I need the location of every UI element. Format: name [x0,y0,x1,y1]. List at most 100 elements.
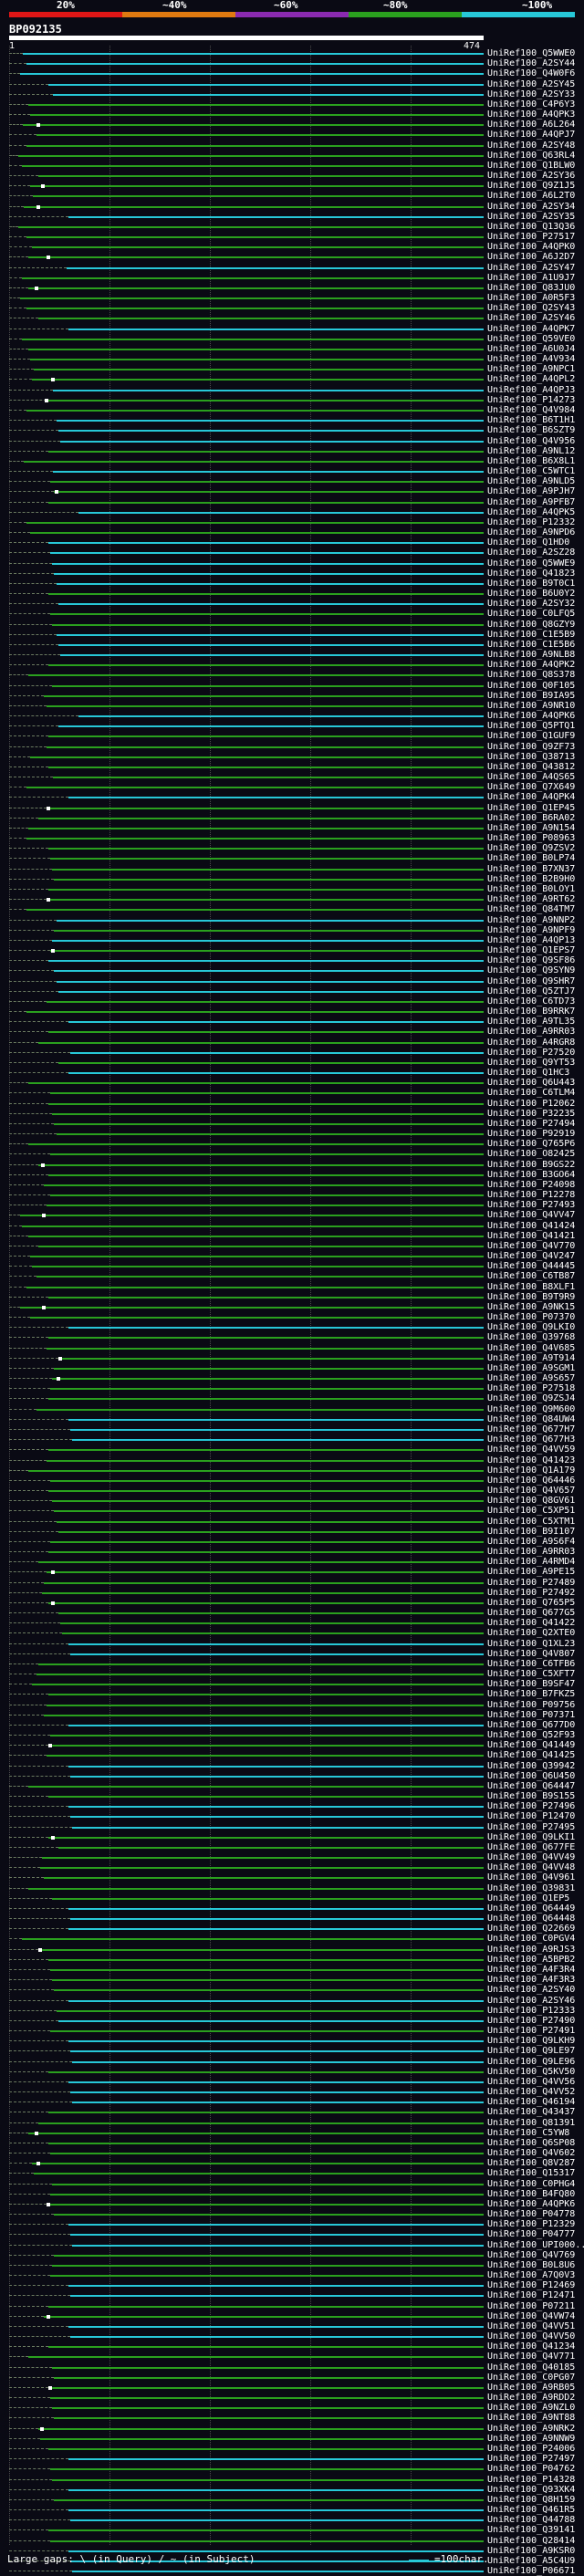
hit-label[interactable]: UniRef100_B0LOY1 [487,883,576,894]
hit-label[interactable]: UniRef100_A2SY32 [487,599,576,610]
hit-label[interactable]: UniRef100_Q9SYN9 [487,965,576,976]
hit-row[interactable]: UniRef100_P12471 [0,2291,584,2300]
hit-label[interactable]: UniRef100_Q40185 [487,2362,576,2373]
hit-label[interactable]: UniRef100_Q1GUF9 [487,731,576,742]
hit-label[interactable]: UniRef100_Q8H159 [487,2494,576,2505]
hit-row[interactable]: UniRef100_Q4VV49 [0,1853,584,1862]
hit-row[interactable]: UniRef100_A5BPB2 [0,1955,584,1965]
hit-label[interactable]: UniRef100_Q64446 [487,1475,576,1486]
hit-row[interactable]: UniRef100_Q39942 [0,1761,584,1771]
hit-row[interactable]: UniRef100_Q41234 [0,2342,584,2352]
hit-label[interactable]: UniRef100_Q4V770 [487,1240,576,1251]
hit-label[interactable]: UniRef100_B9SF47 [487,1679,576,1690]
hit-label[interactable]: UniRef100_A4RGR8 [487,1037,576,1048]
hit-row[interactable]: UniRef100_UPI000... [0,2240,584,2250]
hit-label[interactable]: UniRef100_Q15317 [487,2168,576,2179]
hit-label[interactable]: UniRef100_Q64447 [487,1780,576,1791]
hit-row[interactable]: UniRef100_A2SY36 [0,172,584,181]
hit-row[interactable]: UniRef100_P27493 [0,1201,584,1210]
hit-label[interactable]: UniRef100_A9TL35 [487,1017,576,1027]
hit-label[interactable]: UniRef100_Q41425 [487,1750,576,1761]
hit-label[interactable]: UniRef100_P12333 [487,2005,576,2016]
hit-row[interactable]: UniRef100_P92919 [0,1130,584,1139]
hit-row[interactable]: UniRef100_Q8H159 [0,2494,584,2505]
hit-label[interactable]: UniRef100_P12278 [487,1190,576,1200]
hit-label[interactable]: UniRef100_Q46194 [487,2097,576,2108]
hit-label[interactable]: UniRef100_Q677H3 [487,1434,576,1445]
hit-label[interactable]: UniRef100_Q1HC3 [487,1068,570,1078]
hit-label[interactable]: UniRef100_B6U0Y2 [487,589,576,599]
hit-label[interactable]: UniRef100_Q4V771 [487,2352,576,2362]
hit-row[interactable]: UniRef100_A4QPK6 [0,712,584,721]
hit-label[interactable]: UniRef100_C5XP51 [487,1506,576,1517]
hit-label[interactable]: UniRef100_A9PJH7 [487,486,576,497]
hit-row[interactable]: UniRef100_A1U9J7 [0,273,584,283]
hit-row[interactable]: UniRef100_A9NPF9 [0,925,584,935]
hit-label[interactable]: UniRef100_O82425 [487,1149,576,1160]
hit-row[interactable]: UniRef100_Q64446 [0,1476,584,1486]
hit-row[interactable]: UniRef100_A4QPK7 [0,323,584,334]
hit-row[interactable]: UniRef100_A4QPL2 [0,375,584,384]
hit-label[interactable]: UniRef100_P08963 [487,833,576,844]
hit-row[interactable]: UniRef100_A9RJS3 [0,1945,584,1955]
hit-row[interactable]: UniRef100_B7FKZ5 [0,1690,584,1699]
hit-label[interactable]: UniRef100_Q93XK4 [487,2484,576,2495]
hit-row[interactable]: UniRef100_A9NRK2 [0,2424,584,2434]
hit-label[interactable]: UniRef100_B6X8L1 [487,455,576,466]
hit-row[interactable]: UniRef100_A9NPD6 [0,528,584,537]
hit-row[interactable]: UniRef100_Q677H3 [0,1435,584,1444]
hit-label[interactable]: UniRef100_Q4V984 [487,404,576,415]
hit-row[interactable]: UniRef100_A9RR03 [0,1027,584,1037]
hit-row[interactable]: UniRef100_Q1EPS7 [0,946,584,955]
hit-row[interactable]: UniRef100_A4QPK3 [0,110,584,120]
hit-row[interactable]: UniRef100_P14273 [0,395,584,405]
hit-label[interactable]: UniRef100_Q1HD0 [487,537,570,548]
hit-row[interactable]: UniRef100_Q9LKI0 [0,1323,584,1332]
hit-label[interactable]: UniRef100_Q1BLW0 [487,160,576,171]
hit-row[interactable]: UniRef100_Q4V769 [0,2249,584,2260]
hit-row[interactable]: UniRef100_A9NNW9 [0,2434,584,2444]
hit-row[interactable]: UniRef100_A2SY44 [0,59,584,68]
hit-label[interactable]: UniRef100_Q1XL23 [487,1638,576,1649]
hit-label[interactable]: UniRef100_Q8GZY9 [487,619,576,630]
hit-label[interactable]: UniRef100_A4QPK6 [487,711,576,721]
hit-row[interactable]: UniRef100_Q22669 [0,1924,584,1934]
hit-row[interactable]: UniRef100_Q1A179 [0,1465,584,1476]
hit-row[interactable]: UniRef100_C0PG07 [0,2373,584,2383]
hit-label[interactable]: UniRef100_A4QPK7 [487,323,576,334]
hit-label[interactable]: UniRef100_Q9ZF73 [487,741,576,752]
hit-row[interactable]: UniRef100_A7Q0V3 [0,2271,584,2280]
hit-row[interactable]: UniRef100_A9SGM1 [0,1362,584,1373]
hit-row[interactable]: UniRef100_A2SY45 [0,79,584,89]
hit-row[interactable]: UniRef100_A2SZ28 [0,548,584,558]
hit-label[interactable]: UniRef100_Q84TM7 [487,904,576,915]
hit-label[interactable]: UniRef100_Q4V769 [487,2249,576,2260]
hit-row[interactable]: UniRef100_Q0F105 [0,681,584,691]
hit-label[interactable]: UniRef100_Q765P5 [487,1597,576,1608]
hit-label[interactable]: UniRef100_P27517 [487,232,576,243]
hit-row[interactable]: UniRef100_Q59VE0 [0,334,584,344]
hit-label[interactable]: UniRef100_A9RT62 [487,894,576,905]
hit-row[interactable]: UniRef100_A9PJH7 [0,487,584,496]
hit-row[interactable]: UniRef100_P12329 [0,2220,584,2229]
hit-row[interactable]: UniRef100_A6L264 [0,120,584,130]
hit-label[interactable]: UniRef100_P27496 [487,1801,576,1812]
hit-label[interactable]: UniRef100_P27492 [487,1587,576,1598]
hit-label[interactable]: UniRef100_P27494 [487,1118,576,1129]
hit-row[interactable]: UniRef100_B9I107 [0,1527,584,1537]
hit-row[interactable]: UniRef100_C1E5B6 [0,640,584,650]
hit-label[interactable]: UniRef100_A9SGM1 [487,1362,576,1373]
hit-label[interactable]: UniRef100_P27490 [487,2015,576,2026]
hit-row[interactable]: UniRef100_P12062 [0,1099,584,1109]
hit-row[interactable]: UniRef100_A9NLB8 [0,651,584,660]
hit-label[interactable]: UniRef100_A9NPC1 [487,364,576,375]
hit-row[interactable]: UniRef100_B4FQ80 [0,2189,584,2199]
hit-row[interactable]: UniRef100_Q93XK4 [0,2484,584,2495]
hit-label[interactable]: UniRef100_A9RR03 [487,1547,576,1557]
hit-row[interactable]: UniRef100_Q41423 [0,1455,584,1465]
hit-row[interactable]: UniRef100_Q677FE [0,1842,584,1852]
hit-row[interactable]: UniRef100_Q83JU0 [0,283,584,293]
hit-label[interactable]: UniRef100_A4F3R4 [487,1965,576,1975]
hit-label[interactable]: UniRef100_A5BPB2 [487,1954,576,1965]
hit-label[interactable]: UniRef100_Q6U443 [487,1078,576,1089]
